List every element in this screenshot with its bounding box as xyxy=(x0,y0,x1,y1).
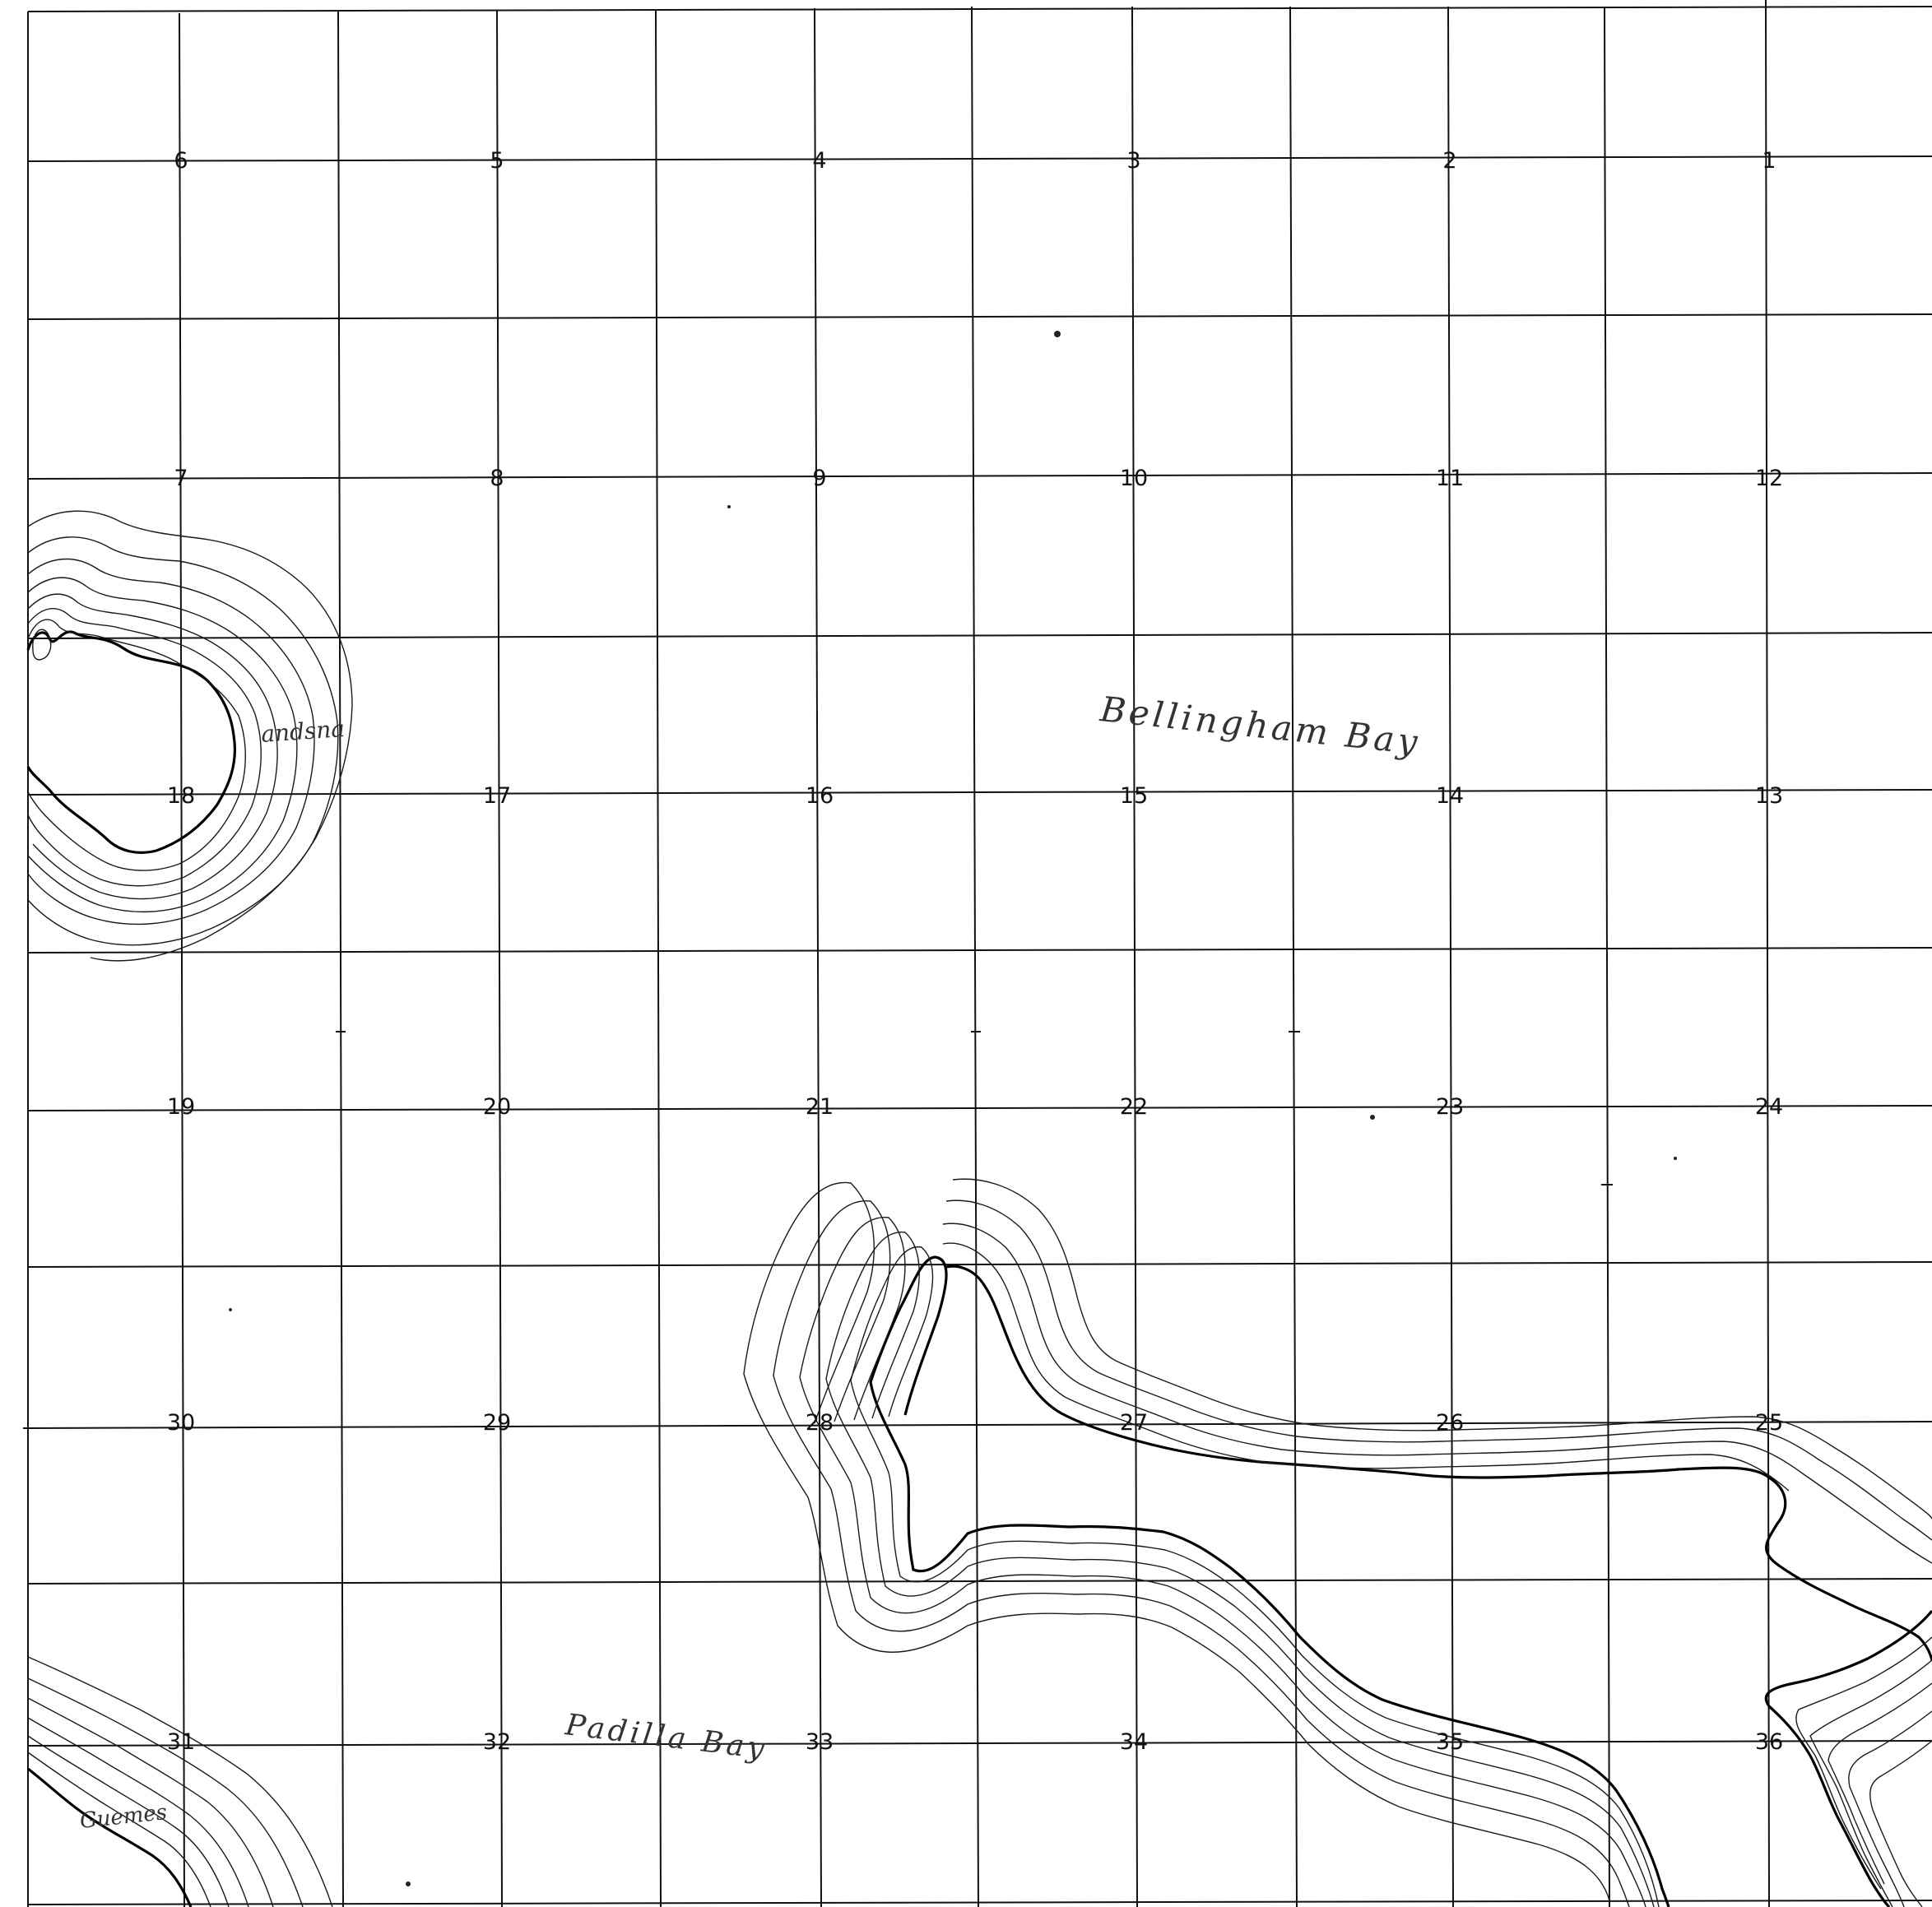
section-number-5: 5 xyxy=(490,148,504,174)
section-number-22: 22 xyxy=(1120,1094,1148,1120)
section-number-34: 34 xyxy=(1120,1729,1148,1755)
section-number-19: 19 xyxy=(167,1094,195,1120)
section-number-9: 9 xyxy=(812,466,826,491)
section-ticks xyxy=(23,1031,1613,1429)
section-number-17: 17 xyxy=(483,783,511,809)
section-number-21: 21 xyxy=(806,1094,834,1120)
section-number-18: 18 xyxy=(167,783,195,809)
section-number-35: 35 xyxy=(1436,1729,1464,1755)
section-number-31: 31 xyxy=(167,1729,195,1755)
padilla-bay-label: Padilla Bay xyxy=(563,1708,769,1766)
grid-lines xyxy=(24,0,1932,1907)
bellingham-bay-label: Bellingham Bay xyxy=(1098,689,1423,763)
lummi-label: andsna xyxy=(260,715,346,748)
section-number-30: 30 xyxy=(167,1410,195,1436)
section-number-24: 24 xyxy=(1755,1094,1783,1120)
section-number-20: 20 xyxy=(483,1094,511,1120)
contour-center-island xyxy=(743,1178,1932,1907)
section-number-33: 33 xyxy=(806,1729,834,1755)
section-number-16: 16 xyxy=(806,783,834,809)
section-number-15: 15 xyxy=(1120,783,1148,809)
guemes-label: Guemes xyxy=(79,1800,169,1834)
section-number-23: 23 xyxy=(1436,1094,1464,1120)
section-number-7: 7 xyxy=(174,466,188,491)
map-specks xyxy=(229,331,1677,1886)
map-border xyxy=(27,6,1932,1907)
section-number-11: 11 xyxy=(1436,466,1464,491)
section-number-28: 28 xyxy=(806,1410,834,1436)
section-number-36: 36 xyxy=(1755,1729,1783,1755)
section-number-32: 32 xyxy=(483,1729,511,1755)
section-number-26: 26 xyxy=(1436,1410,1464,1436)
section-number-3: 3 xyxy=(1126,148,1140,174)
section-number-2: 2 xyxy=(1442,148,1456,174)
section-number-25: 25 xyxy=(1755,1410,1783,1436)
section-number-1: 1 xyxy=(1762,148,1776,174)
section-number-4: 4 xyxy=(812,148,826,174)
section-number-14: 14 xyxy=(1436,783,1464,809)
section-number-29: 29 xyxy=(483,1410,511,1436)
section-number-10: 10 xyxy=(1120,466,1148,491)
section-number-8: 8 xyxy=(490,466,504,491)
contour-upper-left xyxy=(26,510,353,962)
handwritten-labels: Bellingham Bay Padilla Bay andsna Guemes xyxy=(79,689,1423,1834)
section-number-27: 27 xyxy=(1120,1410,1148,1436)
contour-lower-left xyxy=(27,1656,333,1907)
section-number-6: 6 xyxy=(174,148,188,174)
section-number-13: 13 xyxy=(1755,783,1783,809)
section-number-12: 12 xyxy=(1755,466,1783,491)
